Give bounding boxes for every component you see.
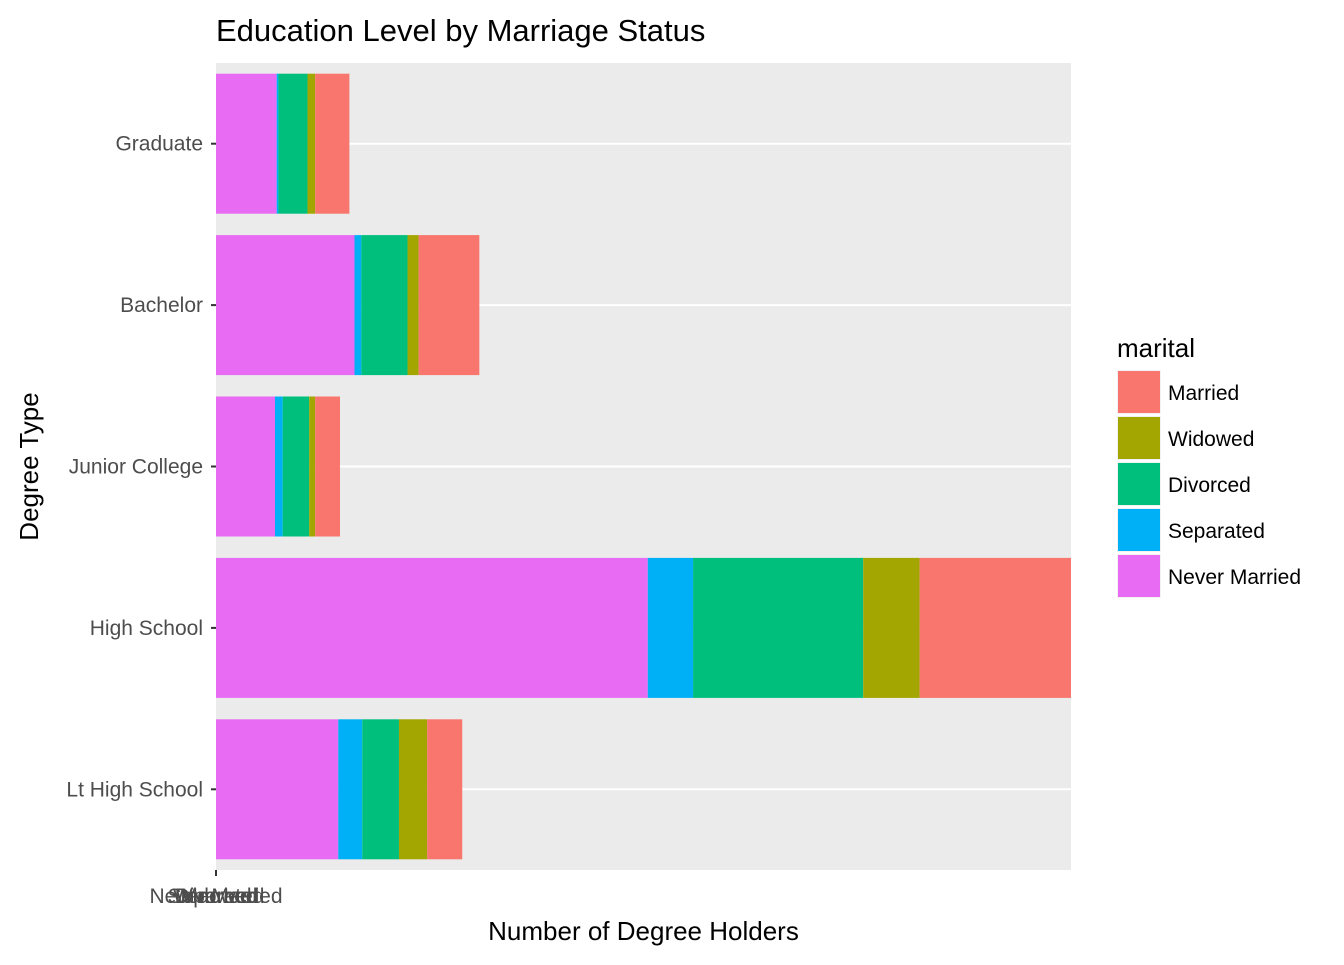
- bar-segment: [216, 73, 277, 214]
- bar-segment: [315, 396, 340, 537]
- bar-segment: [398, 719, 428, 860]
- y-tick-label: Junior College: [69, 456, 203, 479]
- x-tick-label: Married: [180, 885, 251, 908]
- bar-segment: [354, 235, 362, 376]
- bar-segment: [647, 557, 694, 698]
- bar-segment: [407, 235, 419, 376]
- bar-segment: [427, 719, 463, 860]
- legend-label: Married: [1168, 382, 1239, 405]
- legend-swatch: [1118, 509, 1160, 551]
- legend-swatch: [1118, 555, 1160, 597]
- bar-segment: [315, 73, 350, 214]
- legend-label: Divorced: [1168, 474, 1251, 497]
- bar-segment: [278, 73, 308, 214]
- legend-swatch: [1118, 417, 1160, 459]
- x-tick-label: Divorced: [175, 885, 258, 908]
- x-tick-label: Widowed: [173, 885, 259, 908]
- y-tick-label: Bachelor: [120, 294, 203, 317]
- y-tick-label: Lt High School: [66, 778, 203, 801]
- bar-segment: [274, 396, 283, 537]
- bar-segment: [919, 557, 1071, 698]
- y-axis-title: Degree Type: [14, 392, 44, 540]
- chart-title: Education Level by Marriage Status: [216, 13, 705, 48]
- bar-segment: [418, 235, 480, 376]
- bars: [216, 73, 1071, 860]
- y-tick-label: High School: [90, 617, 203, 640]
- x-axis: Never MarriedSeparatedDivorcedWidowedMar…: [149, 870, 283, 908]
- bar-segment: [338, 719, 363, 860]
- x-tick-label: Never Married: [149, 885, 282, 908]
- legend-label: Never Married: [1168, 566, 1301, 589]
- bar-segment: [282, 396, 310, 537]
- bar-segment: [216, 235, 355, 376]
- bar-segment: [216, 557, 648, 698]
- bar-segment: [216, 719, 339, 860]
- x-tick-label: Separated: [168, 885, 265, 908]
- y-axis: Lt High School High School Junior College B…: [66, 133, 216, 801]
- bar-segment: [216, 396, 275, 537]
- legend-swatch: [1118, 371, 1160, 413]
- bar-segment: [362, 719, 399, 860]
- bar-segment: [309, 396, 316, 537]
- legend-label: Separated: [1168, 520, 1265, 543]
- bar-segment: [307, 73, 316, 214]
- bar-segment: [361, 235, 408, 376]
- legend: marital Married Widowed Divorced Separated N…: [1117, 333, 1301, 598]
- bar-segment: [276, 73, 279, 214]
- bar-segment: [863, 557, 920, 698]
- bar-segment: [693, 557, 864, 698]
- legend-label: Widowed: [1168, 428, 1254, 451]
- legend-title: marital: [1117, 333, 1195, 363]
- legend-swatch: [1118, 463, 1160, 505]
- y-tick-label: Graduate: [115, 133, 203, 156]
- x-axis-title: Number of Degree Holders: [488, 916, 799, 946]
